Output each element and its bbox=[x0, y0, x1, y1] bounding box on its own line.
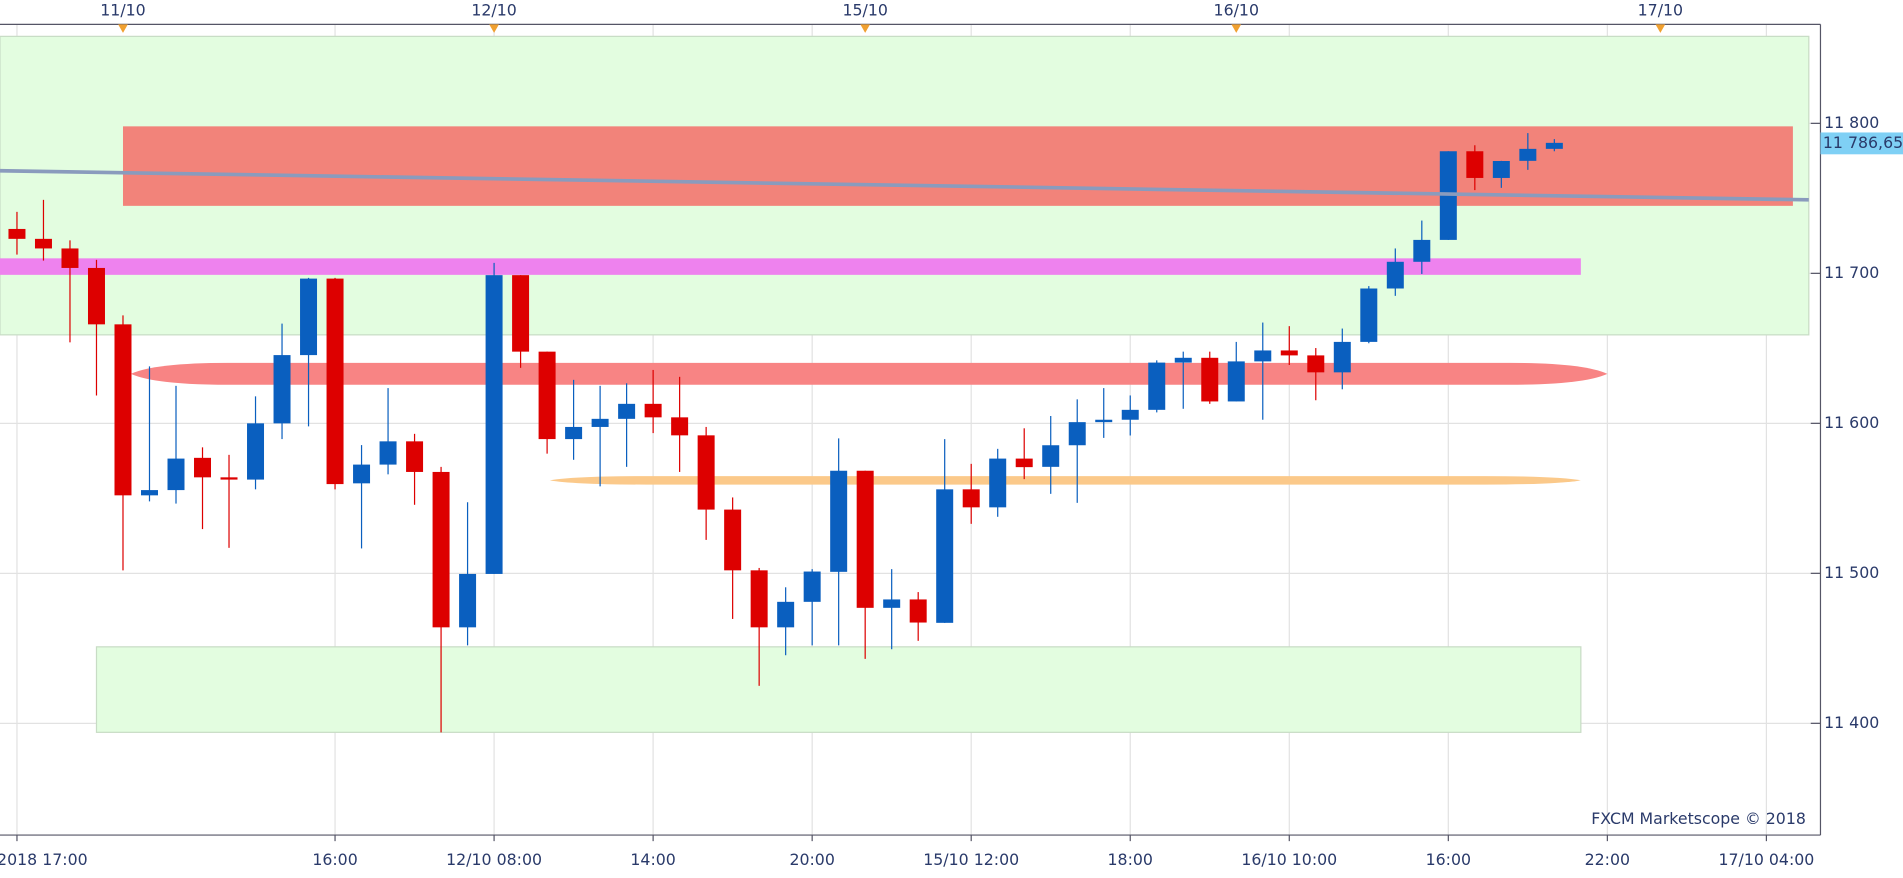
candle-body bbox=[1068, 422, 1086, 446]
candle-body bbox=[1254, 350, 1272, 362]
candle-body bbox=[697, 435, 715, 510]
candle-body bbox=[618, 403, 636, 419]
candle-body bbox=[1042, 445, 1060, 467]
candle-body bbox=[8, 228, 26, 239]
candle-body bbox=[512, 275, 530, 352]
candle-body bbox=[803, 571, 821, 602]
candle-body bbox=[1174, 357, 1192, 363]
zone bbox=[0, 258, 1581, 275]
x2-tick-label: 12/10 bbox=[471, 1, 516, 20]
candle-body bbox=[1095, 419, 1113, 423]
x-tick-label: 17/10 04:00 bbox=[1718, 850, 1814, 869]
candle-body bbox=[777, 601, 795, 628]
candle-body bbox=[644, 403, 662, 418]
x2-tick bbox=[489, 24, 499, 33]
x2-tick bbox=[860, 24, 871, 33]
candle-body bbox=[353, 464, 371, 484]
x-tick-label: 18:00 bbox=[1108, 850, 1153, 869]
candle-body bbox=[1492, 161, 1510, 178]
x-tick-label: 22:00 bbox=[1585, 850, 1630, 869]
candle-body bbox=[1201, 357, 1219, 402]
x2-tick bbox=[1655, 24, 1666, 33]
candle-body bbox=[379, 441, 397, 465]
candle-body bbox=[538, 351, 556, 440]
x-tick-label: 15/10 12:00 bbox=[923, 850, 1019, 869]
candle-body bbox=[432, 471, 450, 628]
y-tick-label: 11 700 bbox=[1824, 263, 1879, 282]
x-tick-label: 16/10 10:00 bbox=[1241, 850, 1337, 869]
candle-body bbox=[1015, 458, 1033, 468]
candle-body bbox=[220, 477, 238, 480]
x2-tick-label: 17/10 bbox=[1638, 1, 1683, 20]
candle-body bbox=[1227, 361, 1245, 402]
candle-body bbox=[1466, 151, 1484, 178]
level-band bbox=[130, 362, 1608, 385]
candle-body bbox=[87, 267, 105, 325]
moving-average bbox=[0, 168, 1809, 202]
candle-body bbox=[724, 509, 742, 571]
zone bbox=[95, 646, 1582, 733]
candle-body bbox=[326, 278, 344, 485]
x2-tick bbox=[1231, 24, 1242, 33]
candle-body bbox=[485, 275, 503, 574]
candle-body bbox=[830, 470, 848, 572]
candle-body bbox=[989, 458, 1007, 508]
x-tick-label: 12/10 08:00 bbox=[446, 850, 542, 869]
candle-body bbox=[936, 489, 954, 623]
candle-body bbox=[1121, 409, 1139, 420]
candle-body bbox=[406, 441, 424, 472]
candle-body bbox=[167, 458, 185, 491]
y-tick-label: 11 800 bbox=[1824, 113, 1879, 132]
x2-tick bbox=[118, 24, 128, 33]
candle-body bbox=[1545, 142, 1563, 149]
x-tick-label: 14:00 bbox=[630, 850, 675, 869]
y-tick-label: 11 500 bbox=[1824, 563, 1879, 582]
candle-body bbox=[962, 489, 980, 508]
x2-tick-label: 16/10 bbox=[1214, 1, 1259, 20]
watermark: FXCM Marketscope © 2018 bbox=[1591, 809, 1806, 828]
candle-body bbox=[247, 423, 265, 480]
zone bbox=[122, 126, 1793, 206]
candle-body bbox=[1280, 350, 1298, 356]
candle-body bbox=[61, 248, 79, 268]
candle-body bbox=[1148, 362, 1166, 410]
x-tick-label: 10/10/2018 17:00 bbox=[0, 850, 88, 869]
x2-tick-label: 11/10 bbox=[100, 1, 145, 20]
candle-body bbox=[194, 457, 212, 478]
candle-body bbox=[750, 570, 768, 628]
candle-body bbox=[591, 418, 609, 427]
candle-body bbox=[273, 355, 291, 424]
candle-body bbox=[1519, 148, 1537, 161]
candle-body bbox=[34, 238, 52, 249]
x-tick-label: 16:00 bbox=[1426, 850, 1471, 869]
candle-body bbox=[909, 599, 927, 623]
candle-body bbox=[1360, 288, 1378, 342]
candle-body bbox=[883, 599, 901, 608]
y-tick-label: 11 400 bbox=[1824, 713, 1879, 732]
candle-body bbox=[565, 426, 583, 440]
candle-body bbox=[1386, 261, 1404, 289]
last-price-label: 11 786,65 bbox=[1823, 133, 1903, 152]
candle-body bbox=[1333, 341, 1351, 373]
candle-body bbox=[141, 490, 158, 496]
x2-tick-label: 15/10 bbox=[842, 1, 887, 20]
candle-body bbox=[1413, 239, 1431, 262]
candle-body bbox=[856, 470, 874, 608]
candle-body bbox=[459, 573, 477, 628]
level-band bbox=[549, 476, 1581, 485]
x-tick-label: 16:00 bbox=[312, 850, 357, 869]
candle-body bbox=[300, 278, 318, 356]
candle-body bbox=[1307, 355, 1325, 373]
y-tick-label: 11 600 bbox=[1824, 413, 1879, 432]
last-price-box bbox=[1820, 132, 1903, 155]
candle-body bbox=[114, 324, 132, 496]
x-tick-label: 20:00 bbox=[789, 850, 834, 869]
candle-body bbox=[671, 417, 689, 436]
